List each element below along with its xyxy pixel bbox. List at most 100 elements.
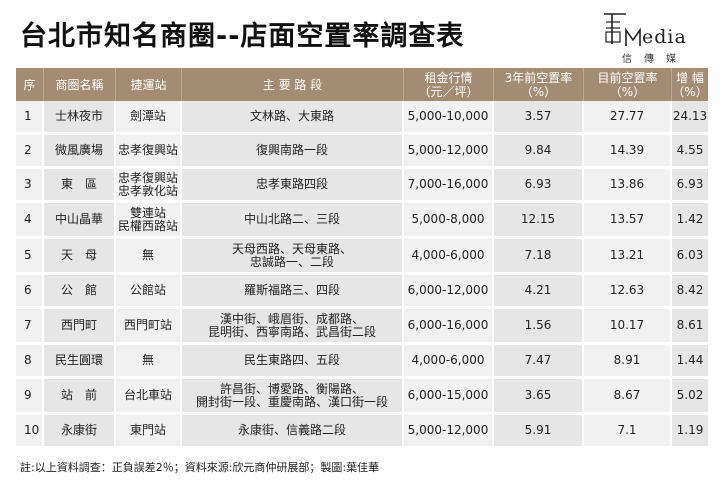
row-rent: 6,000-15,000 xyxy=(404,379,494,412)
row-mrt-station: 忠孝復興站 xyxy=(116,135,182,166)
row-seq: 1 xyxy=(16,101,44,132)
footnote: 註:以上資料調查：正負誤差2％；資料來源:欣元商仲研展部；製圖:葉佳華 xyxy=(20,461,380,474)
row-district-name: 東 區 xyxy=(44,169,116,200)
row-mrt-station: 忠孝復興站 忠孝敦化站 xyxy=(116,169,182,200)
row-district-name: 微風廣場 xyxy=(44,135,116,166)
table-row: 7 西門町 西門町站 漢中街、峨眉街、成都路、 昆明街、西寧南路、武昌街二段 6,000… xyxy=(16,309,708,345)
row-rate-3y: 1.56 xyxy=(494,309,584,342)
row-growth: 8.42 xyxy=(672,275,708,306)
row-rate-now: 27.77 xyxy=(584,101,672,132)
row-rate-now: 14.39 xyxy=(584,135,672,166)
header-growth: 增 幅 （%） xyxy=(672,70,708,99)
row-rate-now: 7.1 xyxy=(584,415,672,446)
row-rent: 4,000-6,000 xyxy=(404,239,494,272)
row-rate-now: 12.63 xyxy=(584,275,672,306)
row-rent: 5,000-12,000 xyxy=(404,415,494,446)
logo-mark-icon xyxy=(604,13,641,46)
page-title: 台北市知名商圈--店面空置率調查表 xyxy=(20,21,465,52)
row-rate-3y: 6.93 xyxy=(494,169,584,200)
table-header: 序 商圈名稱 捷運站 主 要 路 段 租金行情 （元／坪） 3年前空置率 （%）… xyxy=(16,68,708,101)
row-rent: 7,000-16,000 xyxy=(404,169,494,200)
row-main-roads: 文林路、大東路 xyxy=(182,101,404,132)
table-row: 4 中山晶華 雙連站 民權西路站 中山北路二、三段 5,000-8,000 12.15 13… xyxy=(16,203,708,239)
row-seq: 9 xyxy=(16,379,44,412)
logo-subtitle: 信傳媒 xyxy=(622,54,688,65)
row-seq: 10 xyxy=(16,415,44,446)
header-seq: 序 xyxy=(16,68,44,101)
row-rate-now: 13.21 xyxy=(584,239,672,272)
table-row: 8 民生圓環無民生東路四、五段 4,000-6,000 7.47 8.91 1.44 xyxy=(16,345,708,379)
row-rate-3y: 3.65 xyxy=(494,379,584,412)
brand-logo: edia 信傳媒 xyxy=(598,10,708,66)
row-rate-3y: 12.15 xyxy=(494,203,584,236)
row-rent: 6,000-16,000 xyxy=(404,309,494,342)
row-district-name: 天 母 xyxy=(44,239,116,272)
row-rent: 5,000-8,000 xyxy=(404,203,494,236)
row-growth: 8.61 xyxy=(672,309,708,342)
row-district-name: 西門町 xyxy=(44,309,116,342)
row-seq: 6 xyxy=(16,275,44,306)
row-rent: 4,000-6,000 xyxy=(404,345,494,376)
row-rate-3y: 7.47 xyxy=(494,345,584,376)
row-seq: 2 xyxy=(16,135,44,166)
header-mrt-station: 捷運站 xyxy=(116,68,182,101)
row-main-roads: 忠孝東路四段 xyxy=(182,169,404,200)
header-rate-now: 目前空置率 （%） xyxy=(584,68,672,101)
table-row: 2 微風廣場 忠孝復興站 復興南路一段 5,000-12,000 9.84 14.39 4.5… xyxy=(16,135,708,169)
row-growth: 1.42 xyxy=(672,203,708,236)
row-growth: 1.44 xyxy=(672,345,708,376)
row-rate-now: 13.57 xyxy=(584,203,672,236)
row-growth: 6.93 xyxy=(672,169,708,200)
row-mrt-station: 無 xyxy=(116,345,182,376)
row-seq: 3 xyxy=(16,169,44,200)
row-main-roads: 中山北路二、三段 xyxy=(182,203,404,236)
row-mrt-station: 西門町站 xyxy=(116,309,182,342)
row-rate-now: 8.67 xyxy=(584,379,672,412)
row-main-roads: 許昌街、博愛路、衡陽路、 開封街一段、重慶南路、漢口街一段 xyxy=(182,379,404,412)
table-row: 10 永康街 東門站 永康街、信義路二段 5,000-12,000 5.91 7.1 1.19 xyxy=(16,415,708,449)
row-main-roads: 羅斯福路三、四段 xyxy=(182,275,404,306)
row-district-name: 民生圓環 xyxy=(44,345,116,376)
row-growth: 4.55 xyxy=(672,135,708,166)
row-mrt-station: 雙連站 民權西路站 xyxy=(116,203,182,236)
row-rent: 5,000-12,000 xyxy=(404,135,494,166)
row-rate-3y: 7.18 xyxy=(494,239,584,272)
vacancy-table: 序 商圈名稱 捷運站 主 要 路 段 租金行情 （元／坪） 3年前空置率 （%）… xyxy=(16,68,708,449)
row-district-name: 公 館 xyxy=(44,275,116,306)
header-district-name: 商圈名稱 xyxy=(44,68,116,101)
row-rate-now: 8.91 xyxy=(584,345,672,376)
row-rate-3y: 4.21 xyxy=(494,275,584,306)
row-main-roads: 民生東路四、五段 xyxy=(182,345,404,376)
table-row: 1 士林夜市 劍潭站 文林路、大東路 5,000-10,000 3.57 27.77 24.1… xyxy=(16,101,708,135)
row-seq: 8 xyxy=(16,345,44,376)
logo-word: edia xyxy=(642,26,687,48)
row-mrt-station: 劍潭站 xyxy=(116,101,182,132)
row-rate-3y: 9.84 xyxy=(494,135,584,166)
row-growth: 24.13 xyxy=(672,101,708,132)
row-growth: 1.19 xyxy=(672,415,708,446)
row-mrt-station: 東門站 xyxy=(116,415,182,446)
row-district-name: 中山晶華 xyxy=(44,203,116,236)
row-district-name: 永康街 xyxy=(44,415,116,446)
row-growth: 6.03 xyxy=(672,239,708,272)
row-mrt-station: 無 xyxy=(116,239,182,272)
row-mrt-station: 台北車站 xyxy=(116,379,182,412)
header-rent: 租金行情 （元／坪） xyxy=(404,68,494,101)
header-rate-3y: 3年前空置率 （%） xyxy=(494,68,584,101)
row-rate-now: 13.86 xyxy=(584,169,672,200)
row-rate-3y: 3.57 xyxy=(494,101,584,132)
row-rent: 5,000-10,000 xyxy=(404,101,494,132)
row-seq: 4 xyxy=(16,203,44,236)
row-rate-3y: 5.91 xyxy=(494,415,584,446)
row-mrt-station: 公館站 xyxy=(116,275,182,306)
row-seq: 7 xyxy=(16,309,44,342)
row-district-name: 站 前 xyxy=(44,379,116,412)
row-rate-now: 10.17 xyxy=(584,309,672,342)
row-main-roads: 永康街、信義路二段 xyxy=(182,415,404,446)
row-main-roads: 天母西路、天母東路、 忠誠路一、二段 xyxy=(182,239,404,272)
row-rent: 6,000-12,000 xyxy=(404,275,494,306)
row-main-roads: 復興南路一段 xyxy=(182,135,404,166)
row-main-roads: 漢中街、峨眉街、成都路、 昆明街、西寧南路、武昌街二段 xyxy=(182,309,404,342)
